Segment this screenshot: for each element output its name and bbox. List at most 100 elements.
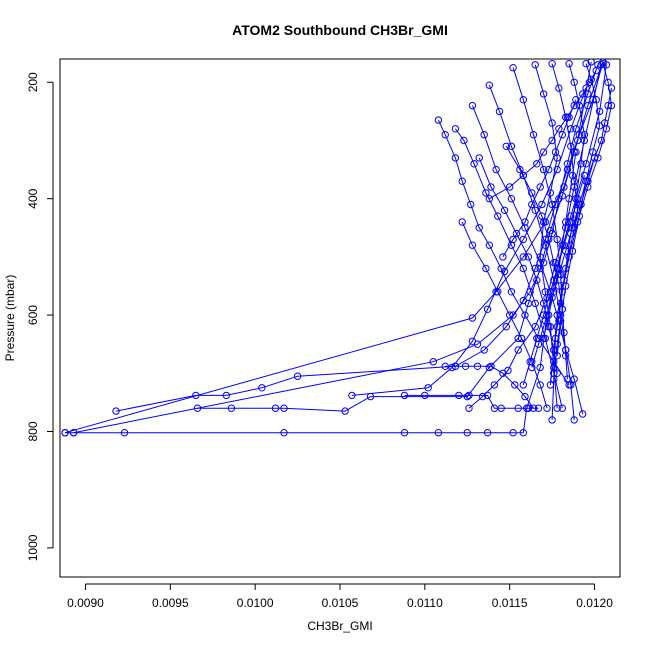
data-point xyxy=(563,165,572,174)
data-point xyxy=(582,160,590,168)
data-point xyxy=(455,391,463,400)
profile-series xyxy=(458,218,551,412)
x-tick-label: 0.0105 xyxy=(322,596,359,610)
data-point xyxy=(546,381,555,389)
data-point xyxy=(258,384,266,392)
data-point xyxy=(509,64,517,72)
data-point xyxy=(579,90,587,98)
data-point xyxy=(478,392,487,401)
data-point xyxy=(473,362,482,370)
data-point xyxy=(562,247,570,255)
series-line xyxy=(478,157,558,374)
data-point xyxy=(538,200,546,209)
profile-series xyxy=(539,148,580,343)
data-point xyxy=(531,61,539,69)
data-point xyxy=(538,212,546,220)
data-point xyxy=(536,183,544,191)
data-point xyxy=(531,299,539,308)
data-point xyxy=(604,78,612,87)
data-point xyxy=(61,429,69,437)
data-point xyxy=(558,241,566,249)
data-point xyxy=(424,384,432,392)
data-point xyxy=(553,369,561,377)
data-point xyxy=(468,241,477,249)
data-point xyxy=(507,195,516,203)
data-point xyxy=(536,363,544,372)
data-point xyxy=(227,404,236,412)
data-point xyxy=(560,183,568,191)
data-point xyxy=(69,429,78,437)
data-point xyxy=(514,346,522,354)
series-line xyxy=(556,63,613,327)
data-point xyxy=(465,391,473,400)
data-point xyxy=(545,165,553,174)
data-point xyxy=(551,148,560,156)
data-point xyxy=(480,131,488,139)
data-point xyxy=(495,107,504,116)
data-point xyxy=(509,235,517,244)
data-point xyxy=(517,334,526,343)
data-point xyxy=(604,101,612,110)
data-point xyxy=(550,288,558,296)
data-point xyxy=(548,229,556,238)
data-point xyxy=(558,131,566,139)
y-tick-label: 600 xyxy=(26,305,40,325)
data-point xyxy=(519,235,527,244)
data-point xyxy=(441,131,449,139)
data-point xyxy=(577,200,585,209)
data-point xyxy=(429,358,437,366)
data-point xyxy=(595,107,604,116)
axes-layer: 0.0090 0.0095 0.0100 0.0105 0.0110 0.0115 0.01… xyxy=(26,72,613,610)
data-point xyxy=(519,264,527,273)
data-point xyxy=(572,96,580,104)
data-point xyxy=(483,429,492,437)
data-point xyxy=(509,429,517,437)
data-point xyxy=(597,136,605,145)
data-point xyxy=(565,195,573,203)
data-point xyxy=(550,259,558,267)
data-point xyxy=(485,241,493,249)
x-tick-label: 0.0110 xyxy=(407,596,443,610)
data-point xyxy=(475,224,483,232)
data-layer xyxy=(61,59,616,437)
data-point xyxy=(543,404,551,412)
data-point xyxy=(582,84,590,92)
data-point xyxy=(514,404,522,412)
data-point xyxy=(539,165,548,174)
data-point xyxy=(565,60,573,68)
data-point xyxy=(541,288,549,296)
data-point xyxy=(271,404,280,412)
data-point xyxy=(539,334,548,343)
data-point xyxy=(494,212,502,220)
data-point xyxy=(560,328,568,337)
data-point xyxy=(516,165,524,174)
data-point xyxy=(483,391,492,400)
data-point xyxy=(590,154,599,162)
data-point xyxy=(533,160,541,168)
data-point xyxy=(541,241,549,249)
profile-series xyxy=(485,81,578,424)
profile-series xyxy=(499,96,580,261)
data-point xyxy=(468,314,477,322)
data-point xyxy=(558,404,566,412)
data-point xyxy=(533,276,541,284)
data-point xyxy=(555,84,563,92)
y-tick-label: 200 xyxy=(26,72,40,92)
data-point xyxy=(567,142,575,151)
data-point xyxy=(507,288,516,296)
data-point xyxy=(584,177,592,185)
x-axis-label: CH3Br_GMI xyxy=(307,619,372,633)
data-point xyxy=(524,253,533,261)
data-point xyxy=(553,404,561,412)
data-point xyxy=(572,125,580,133)
data-point xyxy=(421,391,429,400)
data-point xyxy=(539,148,548,156)
data-point xyxy=(592,66,600,75)
data-point xyxy=(546,189,555,197)
data-point xyxy=(521,311,529,319)
data-point xyxy=(562,218,570,226)
data-point xyxy=(548,416,556,424)
data-point xyxy=(468,337,477,345)
series-line xyxy=(437,119,570,386)
